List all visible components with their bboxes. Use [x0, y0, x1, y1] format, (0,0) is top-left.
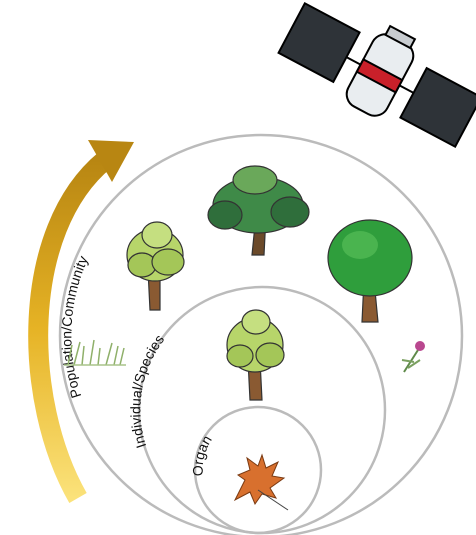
tree-individual — [227, 310, 284, 400]
tree-round — [328, 220, 412, 322]
tree-light — [127, 222, 184, 310]
inner-label: Organ — [190, 432, 215, 476]
tree-dark — [208, 166, 309, 255]
outer-label: Population/Community — [58, 253, 91, 400]
outer-label-path: Population/Community — [58, 253, 91, 400]
satellite — [273, 0, 476, 157]
middle-label-path: Individual/Species — [127, 331, 167, 450]
leaf — [235, 455, 288, 510]
inner-label-path: Organ — [190, 432, 215, 476]
thistle — [402, 341, 425, 372]
middle-label: Individual/Species — [127, 331, 167, 450]
diagram: Population/Community Individual/Species … — [0, 0, 476, 535]
